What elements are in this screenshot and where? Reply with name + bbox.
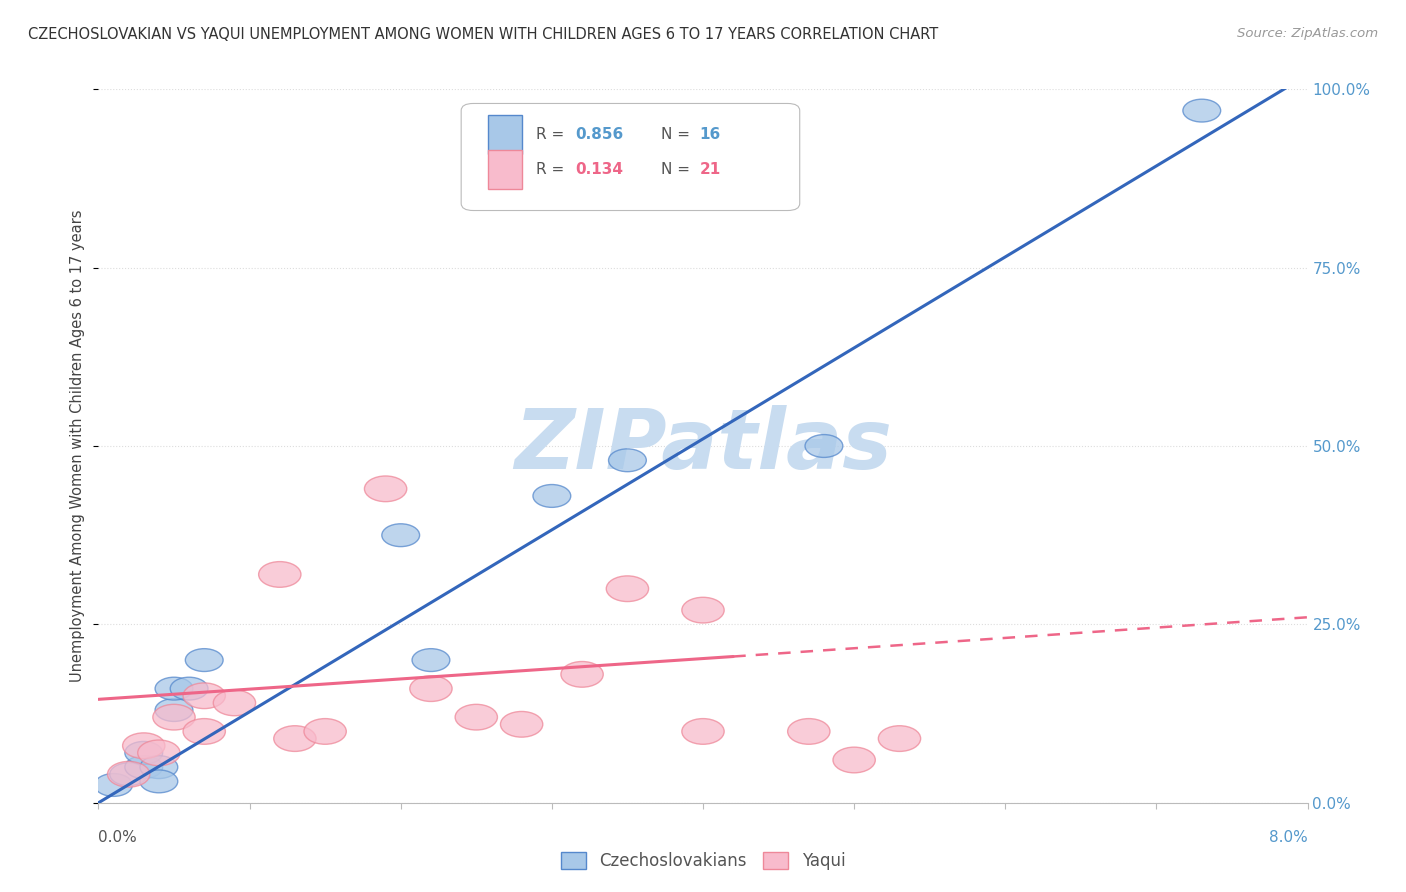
Text: 21: 21 xyxy=(699,162,721,178)
Text: CZECHOSLOVAKIAN VS YAQUI UNEMPLOYMENT AMONG WOMEN WITH CHILDREN AGES 6 TO 17 YEA: CZECHOSLOVAKIAN VS YAQUI UNEMPLOYMENT AM… xyxy=(28,27,938,42)
Text: 8.0%: 8.0% xyxy=(1268,830,1308,845)
Ellipse shape xyxy=(682,719,724,744)
Ellipse shape xyxy=(155,698,193,722)
Ellipse shape xyxy=(1182,99,1220,122)
Legend: Czechoslovakians, Yaqui: Czechoslovakians, Yaqui xyxy=(554,845,852,877)
Text: 0.0%: 0.0% xyxy=(98,830,138,845)
Text: N =: N = xyxy=(661,162,695,178)
Ellipse shape xyxy=(364,476,406,501)
Text: 0.134: 0.134 xyxy=(575,162,623,178)
Text: 0.856: 0.856 xyxy=(575,127,623,142)
Text: R =: R = xyxy=(536,127,569,142)
Text: R =: R = xyxy=(536,162,569,178)
Ellipse shape xyxy=(141,770,177,793)
FancyBboxPatch shape xyxy=(488,150,522,189)
Ellipse shape xyxy=(186,648,224,672)
Ellipse shape xyxy=(125,741,163,764)
Text: 16: 16 xyxy=(699,127,721,142)
FancyBboxPatch shape xyxy=(488,114,522,153)
Ellipse shape xyxy=(259,562,301,587)
Ellipse shape xyxy=(110,763,148,786)
Ellipse shape xyxy=(141,756,177,779)
Ellipse shape xyxy=(155,677,193,700)
Ellipse shape xyxy=(879,726,921,751)
Ellipse shape xyxy=(183,719,225,744)
Ellipse shape xyxy=(125,756,163,779)
Y-axis label: Unemployment Among Women with Children Ages 6 to 17 years: Unemployment Among Women with Children A… xyxy=(70,210,86,682)
Ellipse shape xyxy=(456,705,498,730)
Ellipse shape xyxy=(787,719,830,744)
Ellipse shape xyxy=(609,449,647,472)
Ellipse shape xyxy=(214,690,256,715)
Ellipse shape xyxy=(561,662,603,687)
Ellipse shape xyxy=(183,683,225,708)
Ellipse shape xyxy=(832,747,876,772)
Ellipse shape xyxy=(382,524,419,547)
Ellipse shape xyxy=(170,677,208,700)
Text: Source: ZipAtlas.com: Source: ZipAtlas.com xyxy=(1237,27,1378,40)
Ellipse shape xyxy=(153,705,195,730)
Ellipse shape xyxy=(412,648,450,672)
Ellipse shape xyxy=(606,576,648,601)
Ellipse shape xyxy=(409,676,453,701)
Text: ZIPatlas: ZIPatlas xyxy=(515,406,891,486)
Ellipse shape xyxy=(94,773,132,797)
Ellipse shape xyxy=(274,726,316,751)
Ellipse shape xyxy=(138,740,180,765)
Ellipse shape xyxy=(107,762,150,787)
Text: N =: N = xyxy=(661,127,695,142)
Ellipse shape xyxy=(501,712,543,737)
Ellipse shape xyxy=(122,733,165,758)
Ellipse shape xyxy=(806,434,842,458)
Ellipse shape xyxy=(682,598,724,623)
Ellipse shape xyxy=(304,719,346,744)
FancyBboxPatch shape xyxy=(461,103,800,211)
Ellipse shape xyxy=(533,484,571,508)
